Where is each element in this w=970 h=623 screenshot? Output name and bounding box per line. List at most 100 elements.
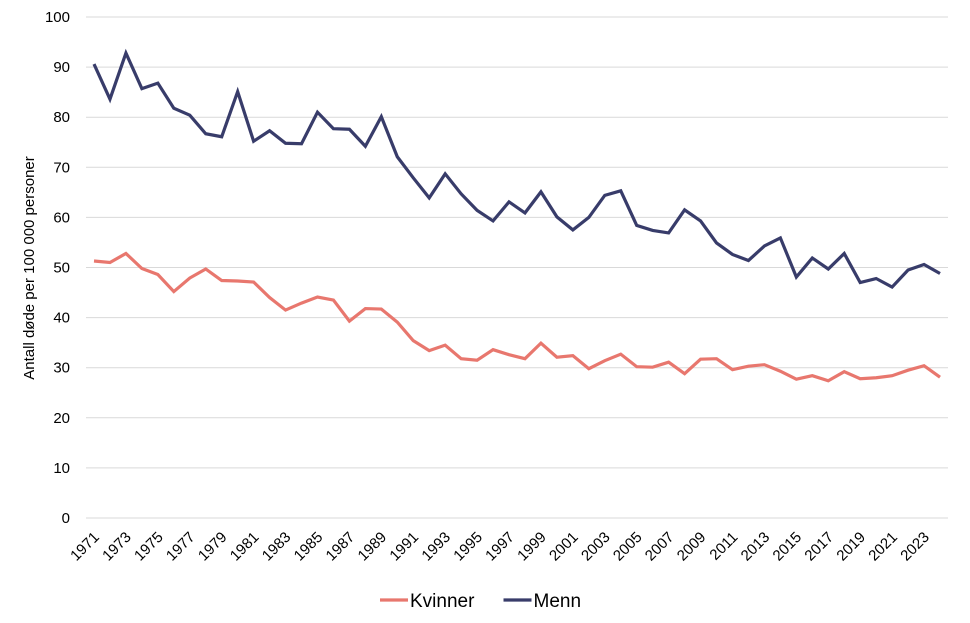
y-axis-title: Antall døde per 100 000 personer bbox=[21, 156, 38, 379]
data-point bbox=[811, 374, 814, 377]
legend-label: Menn bbox=[534, 591, 582, 612]
data-point bbox=[651, 366, 654, 369]
data-point bbox=[348, 128, 351, 131]
data-point bbox=[460, 357, 463, 360]
data-point bbox=[651, 229, 654, 232]
legend: Kvinner Menn bbox=[380, 591, 581, 612]
data-point bbox=[731, 368, 734, 371]
data-point bbox=[252, 140, 255, 143]
legend-label: Kvinner bbox=[410, 591, 475, 612]
data-point bbox=[300, 301, 303, 304]
data-point bbox=[252, 280, 255, 283]
data-point bbox=[699, 358, 702, 361]
data-point bbox=[571, 228, 574, 231]
data-point bbox=[635, 224, 638, 227]
data-point bbox=[428, 196, 431, 199]
x-tick-label: 2011 bbox=[706, 529, 741, 564]
x-tick-label: 1979 bbox=[195, 529, 231, 565]
data-point bbox=[795, 275, 798, 278]
y-tick-label: 30 bbox=[53, 360, 70, 377]
data-point bbox=[92, 62, 95, 65]
data-point bbox=[555, 215, 558, 218]
data-point bbox=[284, 142, 287, 145]
data-point bbox=[523, 211, 526, 214]
gridlines bbox=[86, 16, 948, 519]
x-tick-label: 1993 bbox=[418, 529, 454, 565]
data-point bbox=[236, 90, 239, 93]
data-point bbox=[188, 114, 191, 117]
data-point bbox=[731, 253, 734, 256]
series-lines bbox=[92, 48, 941, 383]
data-point bbox=[444, 344, 447, 347]
data-point bbox=[747, 259, 750, 262]
data-point bbox=[715, 241, 718, 244]
data-point bbox=[364, 145, 367, 148]
data-point bbox=[507, 200, 510, 203]
data-point bbox=[268, 129, 271, 132]
data-point bbox=[635, 365, 638, 368]
data-point bbox=[667, 231, 670, 234]
y-axis-tick-labels: 0 10 20 30 40 50 60 70 80 90 100 bbox=[45, 9, 70, 527]
data-point bbox=[811, 256, 814, 259]
data-point bbox=[172, 107, 175, 110]
data-point bbox=[236, 279, 239, 282]
data-point bbox=[891, 374, 894, 377]
data-point bbox=[156, 273, 159, 276]
x-tick-label: 2005 bbox=[610, 529, 646, 565]
data-point bbox=[92, 259, 95, 262]
data-point bbox=[444, 172, 447, 175]
data-point bbox=[491, 219, 494, 222]
data-point bbox=[300, 142, 303, 145]
x-tick-label: 1983 bbox=[259, 529, 295, 565]
x-tick-label: 2017 bbox=[801, 529, 837, 565]
data-point bbox=[779, 236, 782, 239]
series-line-kvinner bbox=[93, 251, 941, 383]
y-tick-label: 90 bbox=[53, 59, 70, 76]
data-point bbox=[475, 359, 478, 362]
y-tick-label: 70 bbox=[53, 159, 70, 176]
legend-item-kvinner: Kvinner bbox=[380, 591, 475, 612]
data-point bbox=[204, 132, 207, 135]
data-point bbox=[412, 339, 415, 342]
data-point bbox=[539, 190, 542, 193]
data-point bbox=[795, 378, 798, 381]
x-axis-tick-labels: 1971197319751977197919811983198519871989… bbox=[67, 529, 933, 565]
data-point bbox=[875, 277, 878, 280]
y-tick-label: 0 bbox=[62, 510, 70, 527]
data-point bbox=[124, 51, 127, 54]
x-tick-label: 2003 bbox=[578, 529, 614, 565]
x-tick-label: 2015 bbox=[770, 529, 806, 565]
data-point bbox=[875, 376, 878, 379]
data-point bbox=[843, 370, 846, 373]
data-point bbox=[843, 252, 846, 255]
x-tick-label: 1973 bbox=[99, 529, 135, 565]
data-point bbox=[140, 87, 143, 90]
x-tick-label: 1991 bbox=[386, 529, 422, 565]
data-point bbox=[412, 176, 415, 179]
data-point bbox=[124, 252, 127, 255]
y-tick-label: 20 bbox=[53, 410, 70, 427]
data-point bbox=[491, 348, 494, 351]
data-point bbox=[539, 342, 542, 345]
data-point bbox=[619, 353, 622, 356]
data-point bbox=[891, 285, 894, 288]
data-point bbox=[763, 363, 766, 366]
x-tick-label: 2019 bbox=[833, 529, 869, 565]
data-point bbox=[555, 356, 558, 359]
data-point bbox=[220, 279, 223, 282]
y-tick-label: 50 bbox=[53, 260, 70, 277]
data-point bbox=[140, 267, 143, 270]
legend-item-menn: Menn bbox=[503, 591, 582, 612]
data-point bbox=[380, 115, 383, 118]
data-point bbox=[396, 321, 399, 324]
x-tick-label: 1977 bbox=[163, 529, 199, 565]
data-point bbox=[332, 127, 335, 130]
x-tick-label: 1981 bbox=[227, 529, 263, 565]
y-tick-label: 100 bbox=[45, 9, 70, 26]
data-point bbox=[156, 82, 159, 85]
x-tick-label: 1975 bbox=[131, 529, 167, 565]
data-point bbox=[460, 192, 463, 195]
x-tick-label: 1971 bbox=[67, 529, 103, 565]
data-point bbox=[587, 367, 590, 370]
